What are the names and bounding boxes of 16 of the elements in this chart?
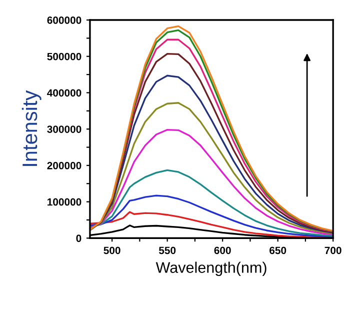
y-tick-label: 200000: [47, 162, 82, 170]
y-tick-label: 0: [76, 234, 82, 242]
line-series: [90, 128, 334, 236]
x-tick-label: 550: [158, 246, 176, 254]
line-series: [90, 102, 334, 234]
y-tick-label: 600000: [47, 16, 82, 24]
y-tick-label: 500000: [47, 52, 82, 60]
x-axis-title: Wavelength(nm): [156, 262, 266, 276]
y-tick-label: 300000: [47, 126, 82, 133]
y-tick-label: 400000: [47, 89, 82, 97]
y-tick-label: 100000: [48, 198, 82, 206]
x-tick-label: 500: [104, 246, 120, 254]
x-tick-label: 650: [270, 246, 286, 254]
x-tick-label: 600: [214, 246, 231, 254]
y-axis-title: Intensity: [22, 90, 42, 166]
x-tick-label: 700: [324, 246, 342, 254]
